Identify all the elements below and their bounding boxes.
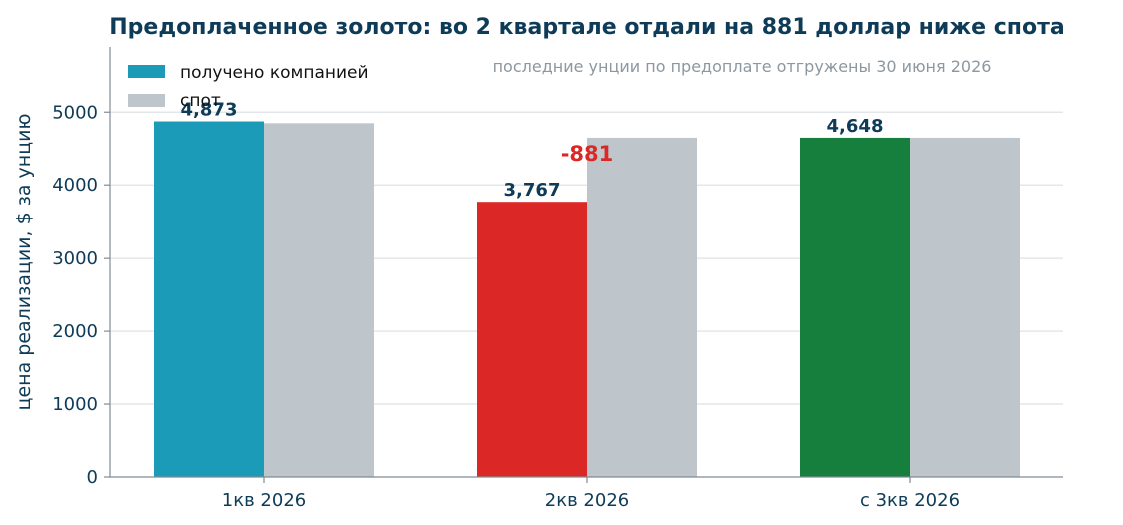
y-ticks: 0 1000 2000 3000 4000 5000: [52, 102, 110, 488]
bar-spot: [910, 137, 1020, 477]
legend: получено компанией спот: [128, 63, 369, 111]
value-label: 4,873: [181, 100, 238, 121]
legend-swatch-spot: [128, 94, 165, 107]
legend-swatch-received: [128, 65, 165, 78]
difference-annotation: -881: [561, 142, 614, 166]
bar-received: [477, 202, 587, 477]
chart-subtitle: последние унции по предоплате отгружены …: [493, 57, 992, 76]
bar-received: [154, 121, 264, 477]
value-label: 3,767: [504, 180, 561, 201]
data-labels: 4,873 3,767 4,648 -881: [181, 100, 884, 202]
bar-spot: [587, 137, 697, 477]
x-ticks: 1кв 2026 2кв 2026 с 3кв 2026: [222, 477, 960, 511]
legend-label-spot: спот: [180, 91, 221, 111]
x-tick-label: 2кв 2026: [545, 490, 629, 511]
x-tick-label: с 3кв 2026: [860, 490, 960, 511]
y-axis-label: цена реализации, $ за унцию: [13, 114, 35, 411]
y-tick-label: 0: [87, 467, 98, 488]
bar-spot: [264, 123, 374, 477]
value-label: 4,648: [827, 116, 884, 137]
bars: [154, 121, 1020, 477]
y-tick-label: 1000: [52, 394, 98, 415]
x-tick-label: 1кв 2026: [222, 490, 306, 511]
y-tick-label: 2000: [52, 321, 98, 342]
chart-title: Предоплаченное золото: во 2 квартале отд…: [109, 15, 1064, 40]
y-tick-label: 4000: [52, 175, 98, 196]
y-tick-label: 3000: [52, 248, 98, 269]
legend-label-received: получено компанией: [180, 63, 369, 83]
y-tick-label: 5000: [52, 102, 98, 123]
bar-received: [800, 137, 910, 477]
